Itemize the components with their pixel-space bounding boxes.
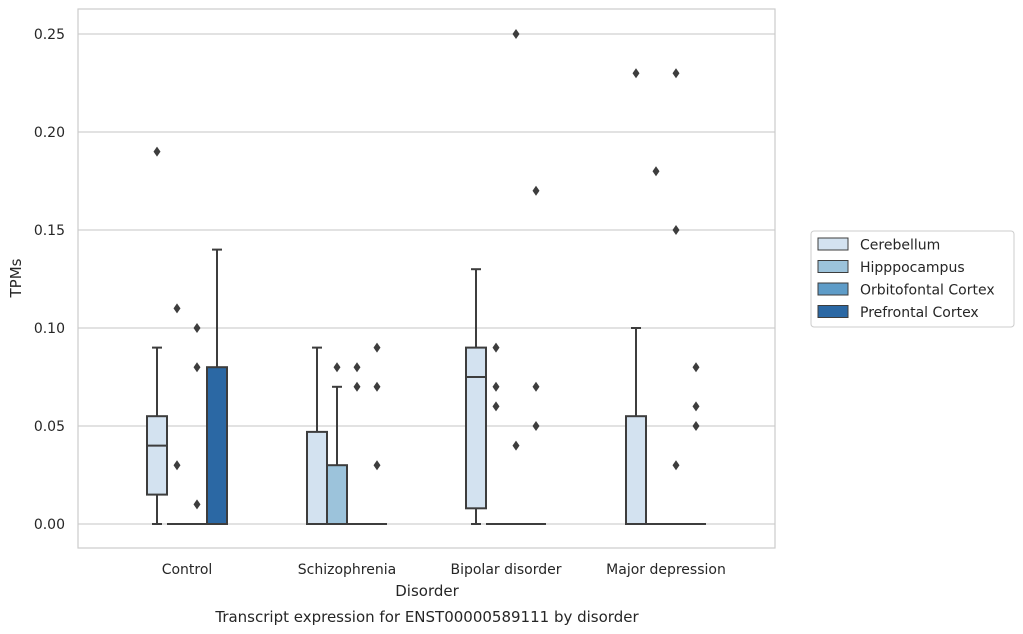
- outlier-point: [193, 499, 201, 510]
- outlier-point: [492, 401, 500, 412]
- outlier-point: [193, 323, 201, 333]
- box-group: [486, 342, 506, 525]
- box-group: [167, 303, 187, 525]
- box: [465, 346, 487, 510]
- y-axis-title: TPMs: [7, 258, 25, 298]
- box-group: [326, 362, 348, 526]
- y-axis-ticks: 0.00 0.05 0.10 0.15 0.20 0.25: [34, 27, 65, 533]
- box-group: [646, 166, 666, 525]
- x-axis-ticks: Control Schizophrenia Bipolar disorder Majo…: [162, 562, 726, 578]
- legend-label: Prefrontal Cortex: [860, 305, 979, 321]
- outlier-point: [193, 362, 201, 373]
- legend-frame: [810, 230, 1015, 328]
- y-tick-label: 0.25: [34, 27, 65, 43]
- x-tick-label: Bipolar disorder: [450, 562, 561, 578]
- outlier-point: [692, 401, 700, 412]
- box-group: [625, 68, 647, 526]
- outlier-point: [492, 381, 500, 392]
- y-tick-label: 0.20: [34, 125, 65, 141]
- outlier-point: [333, 362, 341, 373]
- y-tick-label: 0.05: [34, 419, 65, 435]
- box-group: [465, 268, 487, 525]
- outlier-point: [532, 421, 540, 431]
- box-group: [347, 362, 367, 525]
- outlier-point: [173, 303, 181, 314]
- outlier-point: [692, 362, 700, 373]
- legend-label: Orbitofontal Cortex: [860, 283, 995, 299]
- legend: Cerebellum Hipppocampus Orbitofontal Corte…: [810, 230, 1015, 328]
- y-tick-label: 0.15: [34, 223, 65, 239]
- box: [146, 415, 168, 496]
- outlier-point: [532, 381, 540, 392]
- legend-swatch: [817, 305, 849, 318]
- box-group: [506, 29, 526, 525]
- outlier-point: [532, 185, 540, 196]
- box: [326, 464, 348, 526]
- outlier-point: [373, 381, 381, 392]
- gridlines: [78, 33, 775, 525]
- box-group: [526, 185, 546, 525]
- box-group: [367, 342, 387, 525]
- x-tick-label: Schizophrenia: [298, 562, 396, 578]
- outlier-point: [512, 440, 520, 451]
- outlier-point: [672, 225, 680, 235]
- box-group: [187, 323, 207, 525]
- plot-area: [77, 8, 776, 549]
- outlier-point: [672, 460, 680, 471]
- box: [306, 430, 328, 526]
- outlier-point: [353, 362, 361, 373]
- box: [625, 415, 647, 526]
- box-group: [206, 248, 228, 526]
- outlier-point: [153, 146, 161, 157]
- outlier-point: [652, 166, 660, 177]
- box-group: [666, 68, 686, 525]
- outlier-point: [492, 342, 500, 353]
- outlier-point: [373, 460, 381, 471]
- legend-swatch: [817, 237, 849, 251]
- x-tick-label: Control: [162, 562, 213, 578]
- y-tick-label: 0.00: [34, 517, 65, 533]
- box: [206, 366, 228, 526]
- box-group: [146, 146, 168, 525]
- legend-label: Hipppocampus: [860, 260, 965, 276]
- outlier-point: [692, 421, 700, 431]
- outlier-point: [632, 68, 640, 79]
- box-group: [686, 362, 706, 525]
- x-axis-title: Disorder: [395, 582, 459, 600]
- y-tick-label: 0.10: [34, 321, 65, 337]
- chart-caption: Transcript expression for ENST0000058911…: [214, 608, 639, 626]
- outlier-point: [353, 381, 361, 392]
- x-tick-label: Major depression: [606, 562, 726, 578]
- outlier-point: [512, 29, 520, 39]
- legend-swatch: [817, 260, 849, 273]
- outlier-point: [173, 460, 181, 471]
- legend-label: Cerebellum: [860, 238, 940, 254]
- box-group: [306, 346, 328, 526]
- outlier-point: [373, 342, 381, 353]
- legend-swatch: [817, 282, 849, 296]
- box-marks: [146, 29, 706, 526]
- outlier-point: [672, 68, 680, 79]
